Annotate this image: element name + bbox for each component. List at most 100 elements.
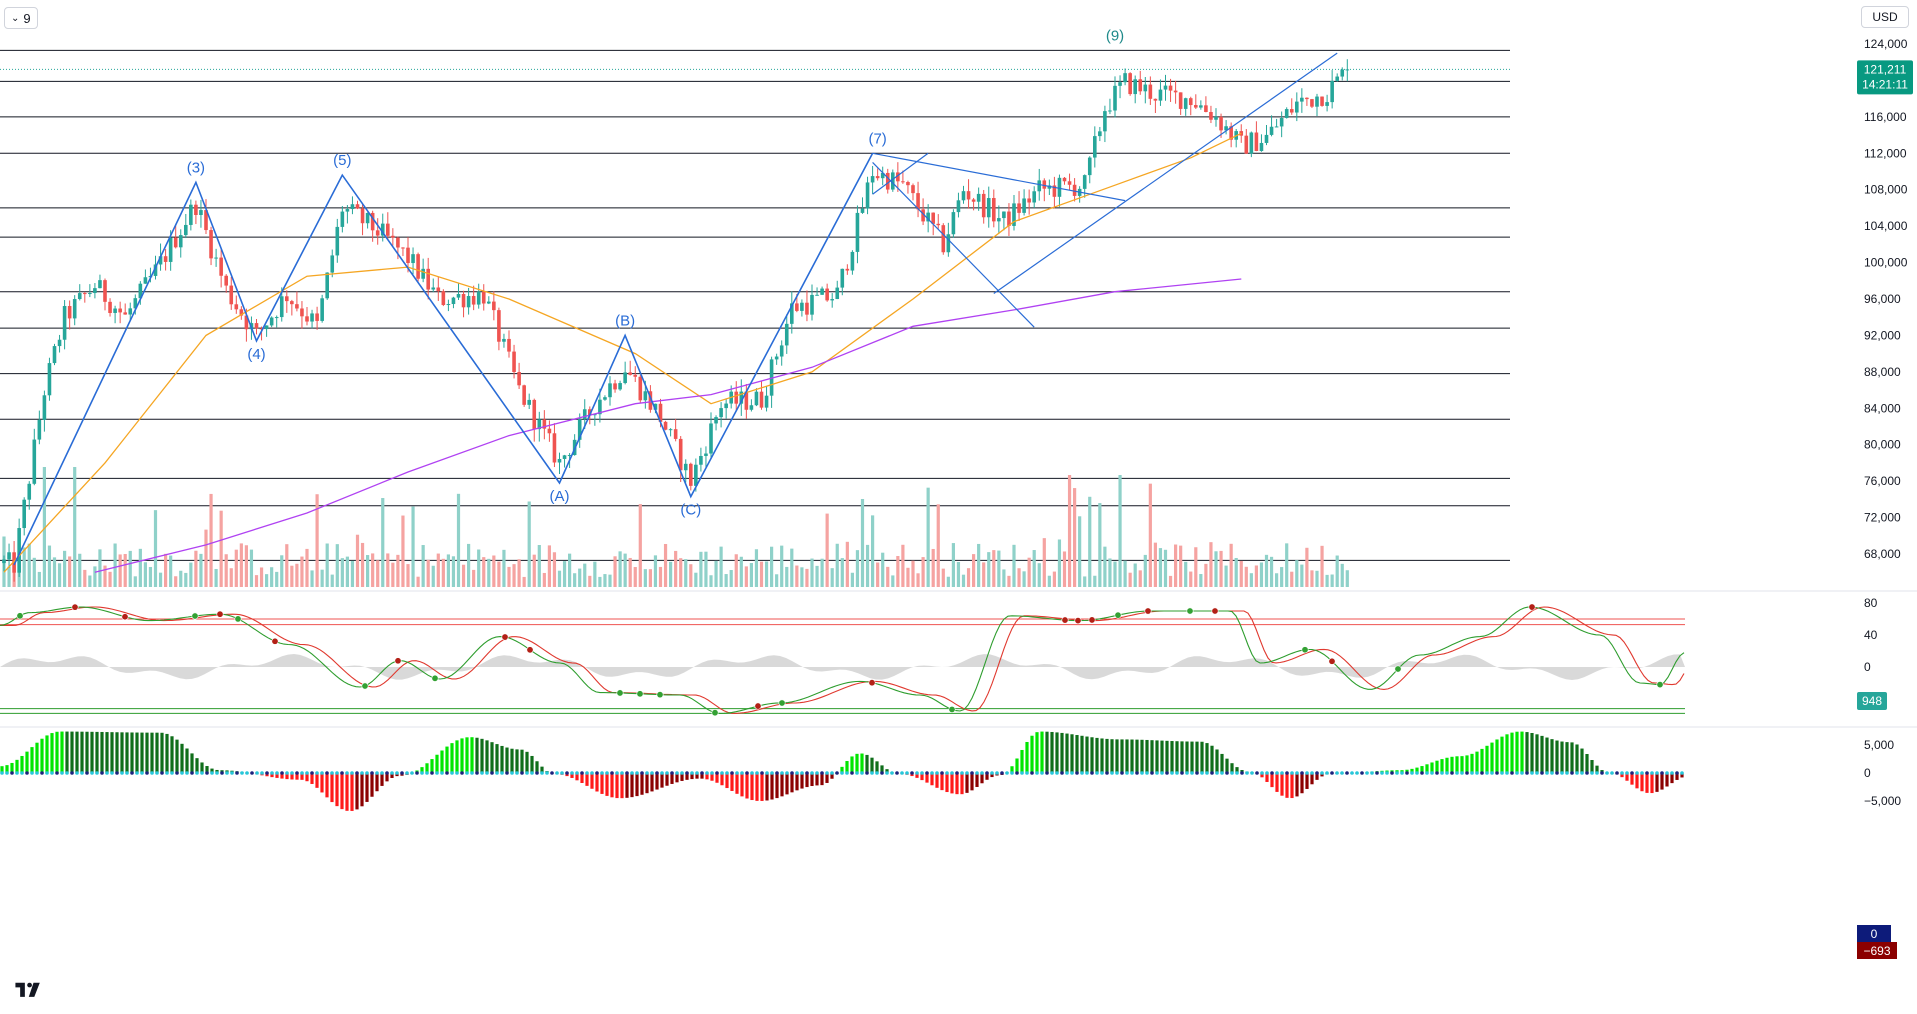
macd-signal-dot	[40, 771, 44, 775]
macd-bar	[1550, 739, 1554, 773]
macd-bar	[1595, 765, 1599, 773]
oscillator-cross-marker	[1186, 607, 1194, 615]
volume-bar	[179, 570, 183, 587]
volume-bar	[537, 545, 541, 587]
volume-bar	[532, 554, 536, 587]
macd-top-value: 0	[1871, 927, 1878, 941]
macd-signal-dot	[1010, 771, 1014, 775]
candle-body	[1279, 117, 1284, 127]
candle-body	[1274, 126, 1279, 128]
macd-bar	[210, 768, 214, 773]
macd-signal-dot	[1025, 771, 1029, 775]
macd-bar	[1295, 773, 1299, 797]
macd-signal-dot	[820, 771, 824, 775]
volume-bar	[931, 548, 935, 587]
macd-tick-label: −5,000	[1864, 794, 1901, 808]
macd-bar	[875, 761, 879, 773]
macd-signal-dot	[1060, 771, 1064, 775]
macd-signal-dot	[370, 771, 374, 775]
macd-signal-dot	[575, 771, 579, 775]
macd-bar	[1020, 749, 1024, 773]
volume-bar	[987, 552, 991, 587]
candle-body	[22, 499, 26, 529]
macd-bar	[1415, 767, 1419, 773]
candle-body	[178, 235, 183, 248]
candle-body	[1214, 116, 1218, 120]
macd-bar	[1570, 742, 1574, 773]
macd-signal-dot	[360, 771, 364, 775]
macd-bar	[755, 773, 759, 801]
oscillator-cross-marker	[431, 674, 439, 682]
macd-bar	[865, 754, 869, 773]
candle-body	[375, 230, 380, 236]
currency-button[interactable]: USD	[1861, 6, 1909, 28]
macd-bar	[1230, 763, 1234, 773]
macd-signal-dot	[1485, 771, 1489, 775]
volume-bar	[1219, 550, 1223, 587]
volume-bar	[699, 551, 703, 587]
candle-body	[57, 339, 62, 347]
elliott-wave-drawing: (3) (4) (5) (A) (B) (C) (7) (9)	[13, 27, 1338, 566]
volume-bar	[638, 504, 642, 587]
volume-bar	[815, 565, 819, 587]
candle-body	[315, 313, 319, 321]
candle-body	[1082, 175, 1087, 189]
macd-bar	[1480, 748, 1484, 773]
macd-bar	[1070, 734, 1074, 773]
macd-bar	[425, 763, 429, 773]
volume-bar	[497, 561, 501, 587]
macd-signal-dot	[1665, 771, 1669, 775]
macd-signal-dot	[445, 771, 449, 775]
macd-signal-dot	[1030, 771, 1034, 775]
candle-body	[875, 176, 880, 179]
candle-body	[1204, 105, 1208, 112]
volume-bar	[482, 557, 486, 587]
macd-signal-dot	[835, 771, 839, 775]
oscillator-cross-marker	[216, 610, 224, 618]
macd-signal-dot	[1450, 771, 1454, 775]
macd-bar	[185, 748, 189, 773]
macd-bar	[1165, 740, 1169, 773]
macd-signal-dot	[685, 771, 689, 775]
macd-signal-dot	[125, 771, 129, 775]
volume-bar	[759, 561, 764, 587]
macd-signal-dot	[120, 771, 124, 775]
volume-bar	[52, 557, 57, 587]
macd-bar	[920, 773, 924, 781]
macd-signal-dot	[1660, 771, 1664, 775]
volume-bar	[416, 576, 420, 587]
macd-signal-dot	[1045, 771, 1049, 775]
volume-bar	[78, 553, 82, 587]
volume-bar	[1042, 538, 1046, 587]
macd-signal-dot	[1110, 771, 1114, 775]
macd-signal-dot	[5, 771, 9, 775]
candle-body	[396, 237, 400, 248]
candle-body	[774, 356, 779, 360]
volume-bar	[512, 564, 516, 587]
candle-body	[335, 226, 340, 256]
macd-bar	[170, 736, 174, 773]
macd-signal-dot	[1105, 771, 1109, 775]
volume-bar	[492, 555, 496, 587]
macd-signal-dot	[95, 771, 99, 775]
volume-bar	[522, 576, 526, 587]
candle-body	[290, 301, 294, 305]
candle-body	[1194, 105, 1198, 108]
volume-bar	[239, 543, 243, 587]
macd-signal-dot	[1175, 771, 1179, 775]
candle-body	[1062, 177, 1067, 182]
candle-body	[739, 391, 744, 404]
interval-button[interactable]: ⌄ 9	[4, 7, 38, 29]
macd-bar	[885, 769, 889, 773]
macd-signal-dot	[1255, 771, 1259, 775]
macd-bar	[160, 732, 164, 773]
volume-bar	[1128, 572, 1132, 587]
volume-value: 948	[1862, 694, 1882, 708]
candle-body	[1295, 101, 1299, 113]
volume-bar	[73, 467, 77, 587]
macd-bar	[300, 773, 304, 780]
macd-signal-dot	[1115, 771, 1119, 775]
wave-label: (4)	[247, 346, 265, 363]
macd-bar	[675, 773, 679, 783]
